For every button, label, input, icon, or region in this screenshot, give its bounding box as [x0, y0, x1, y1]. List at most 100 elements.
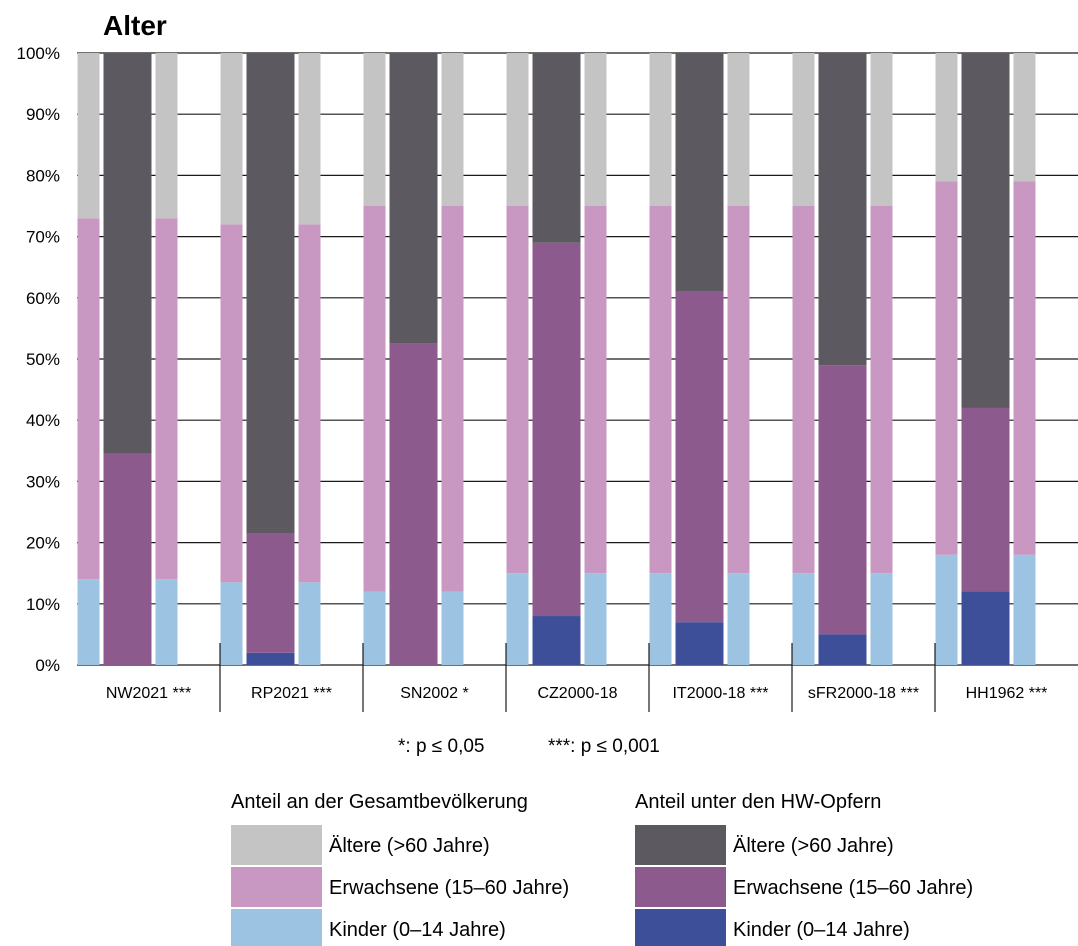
bar-segment-population-left-2: [77, 53, 100, 219]
legend-swatch: [635, 909, 726, 946]
significance-note-2: ***: p ≤ 0,001: [548, 736, 660, 757]
bar-segment-population-right-0: [1013, 554, 1036, 665]
bar-segment-victims-0: [818, 634, 867, 665]
legend-label: Kinder (0–14 Jahre): [733, 919, 910, 941]
legend-swatch: [231, 867, 322, 907]
bar-segment-population-left-0: [935, 554, 958, 665]
bar-segment-population-right-2: [870, 53, 893, 206]
bar-segment-victims-2: [532, 53, 581, 243]
bar-segment-population-left-0: [506, 573, 529, 665]
bar-segment-victims-2: [389, 53, 438, 344]
bar-segment-population-left-0: [363, 591, 386, 665]
x-tick-label: RP2021 ***: [251, 685, 332, 702]
y-tick-label: 80%: [26, 166, 60, 185]
y-tick-label: 0%: [35, 656, 60, 675]
bar-segment-population-right-0: [441, 591, 464, 665]
bar-segment-victims-0: [675, 622, 724, 665]
x-tick-label: NW2021 ***: [106, 685, 191, 702]
bar-segment-victims-2: [961, 53, 1010, 408]
x-tick-label: SN2002 *: [400, 685, 469, 702]
x-tick-label: sFR2000-18 ***: [808, 685, 919, 702]
bar-segment-population-left-1: [506, 206, 529, 574]
y-tick-label: 20%: [26, 534, 60, 553]
bar-segment-population-right-0: [298, 582, 321, 665]
bar-segment-population-left-0: [77, 579, 100, 665]
bar-segment-population-right-1: [155, 218, 178, 580]
legend-swatch: [635, 825, 726, 865]
legend-swatch: [635, 867, 726, 907]
legend-label: Erwachsene (15–60 Jahre): [733, 877, 973, 899]
x-axis: NW2021 *** RP2021 *** SN2002 * CZ2000-18 IT2…: [106, 643, 1048, 712]
legend-group-title: Anteil unter den HW-Opfern: [635, 791, 881, 813]
bar-segment-population-left-2: [649, 53, 672, 206]
y-tick-label: 50%: [26, 350, 60, 369]
bar-segment-population-left-1: [363, 206, 386, 592]
significance-note-1: *: p ≤ 0,05: [398, 736, 484, 757]
legend-swatch: [231, 825, 322, 865]
y-tick-label: 100%: [17, 44, 60, 63]
legend-label: Ältere (>60 Jahre): [329, 835, 490, 857]
bar-segment-population-right-2: [1013, 53, 1036, 182]
bar-segment-population-left-1: [935, 181, 958, 555]
bar-segment-victims-2: [246, 53, 295, 534]
legend-label: Kinder (0–14 Jahre): [329, 919, 506, 941]
bar-segment-victims-1: [389, 343, 438, 665]
bar-segment-population-left-1: [792, 206, 815, 574]
bar-segment-victims-1: [246, 533, 295, 653]
bar-segment-victims-2: [103, 53, 152, 454]
bar-segment-population-left-2: [220, 53, 243, 225]
bar-segment-population-right-2: [727, 53, 750, 206]
legend: Anteil an der Gesamtbevölkerung Ältere (>…: [231, 791, 973, 946]
bar-segment-population-left-0: [649, 573, 672, 665]
bar-segment-population-left-0: [220, 582, 243, 665]
x-tick-label: HH1962 ***: [966, 685, 1048, 702]
x-tick-label: CZ2000-18: [537, 685, 617, 702]
x-tick-label: IT2000-18 ***: [672, 685, 768, 702]
y-tick-label: 70%: [26, 228, 60, 247]
bar-segment-population-left-2: [792, 53, 815, 206]
bar-segment-victims-0: [961, 591, 1010, 665]
bar-segment-population-right-0: [870, 573, 893, 665]
bar-segment-population-right-1: [298, 224, 321, 583]
bar-segment-population-left-2: [935, 53, 958, 182]
bar-segment-population-left-2: [363, 53, 386, 206]
bar-segment-population-left-1: [77, 218, 100, 580]
bar-segment-population-right-1: [1013, 181, 1036, 555]
bar-segment-victims-1: [818, 365, 867, 635]
y-tick-label: 40%: [26, 411, 60, 430]
chart-title: Alter: [103, 10, 167, 41]
bar-segment-population-right-1: [584, 206, 607, 574]
legend-swatch: [231, 909, 322, 946]
bar-segment-population-right-0: [155, 579, 178, 665]
bar-segment-population-right-2: [298, 53, 321, 225]
bar-segment-population-left-0: [792, 573, 815, 665]
bar-segment-victims-1: [675, 291, 724, 623]
y-tick-label: 10%: [26, 595, 60, 614]
y-tick-label: 30%: [26, 472, 60, 491]
bars: [77, 53, 1036, 665]
legend-label: Erwachsene (15–60 Jahre): [329, 877, 569, 899]
bar-segment-population-right-0: [727, 573, 750, 665]
bar-segment-victims-2: [818, 53, 867, 366]
bar-segment-population-right-2: [441, 53, 464, 206]
bar-segment-population-left-1: [649, 206, 672, 574]
bar-segment-population-right-1: [441, 206, 464, 592]
y-axis-ticks: 0% 10% 20% 30% 40% 50% 60% 70% 80% 90% 100%: [17, 44, 60, 675]
y-tick-label: 60%: [26, 289, 60, 308]
bar-segment-victims-0: [532, 616, 581, 665]
bar-segment-victims-1: [532, 242, 581, 617]
bar-segment-population-right-2: [584, 53, 607, 206]
bar-segment-victims-0: [246, 652, 295, 665]
bar-segment-population-left-2: [506, 53, 529, 206]
bar-segment-population-right-1: [727, 206, 750, 574]
bar-segment-population-right-2: [155, 53, 178, 219]
legend-group-title: Anteil an der Gesamtbevölkerung: [231, 791, 528, 813]
bar-segment-population-left-1: [220, 224, 243, 583]
legend-label: Ältere (>60 Jahre): [733, 835, 894, 857]
bar-segment-victims-1: [961, 407, 1010, 592]
bar-segment-victims-2: [675, 53, 724, 292]
bar-segment-population-right-1: [870, 206, 893, 574]
y-tick-label: 90%: [26, 105, 60, 124]
bar-segment-victims-1: [103, 453, 152, 665]
